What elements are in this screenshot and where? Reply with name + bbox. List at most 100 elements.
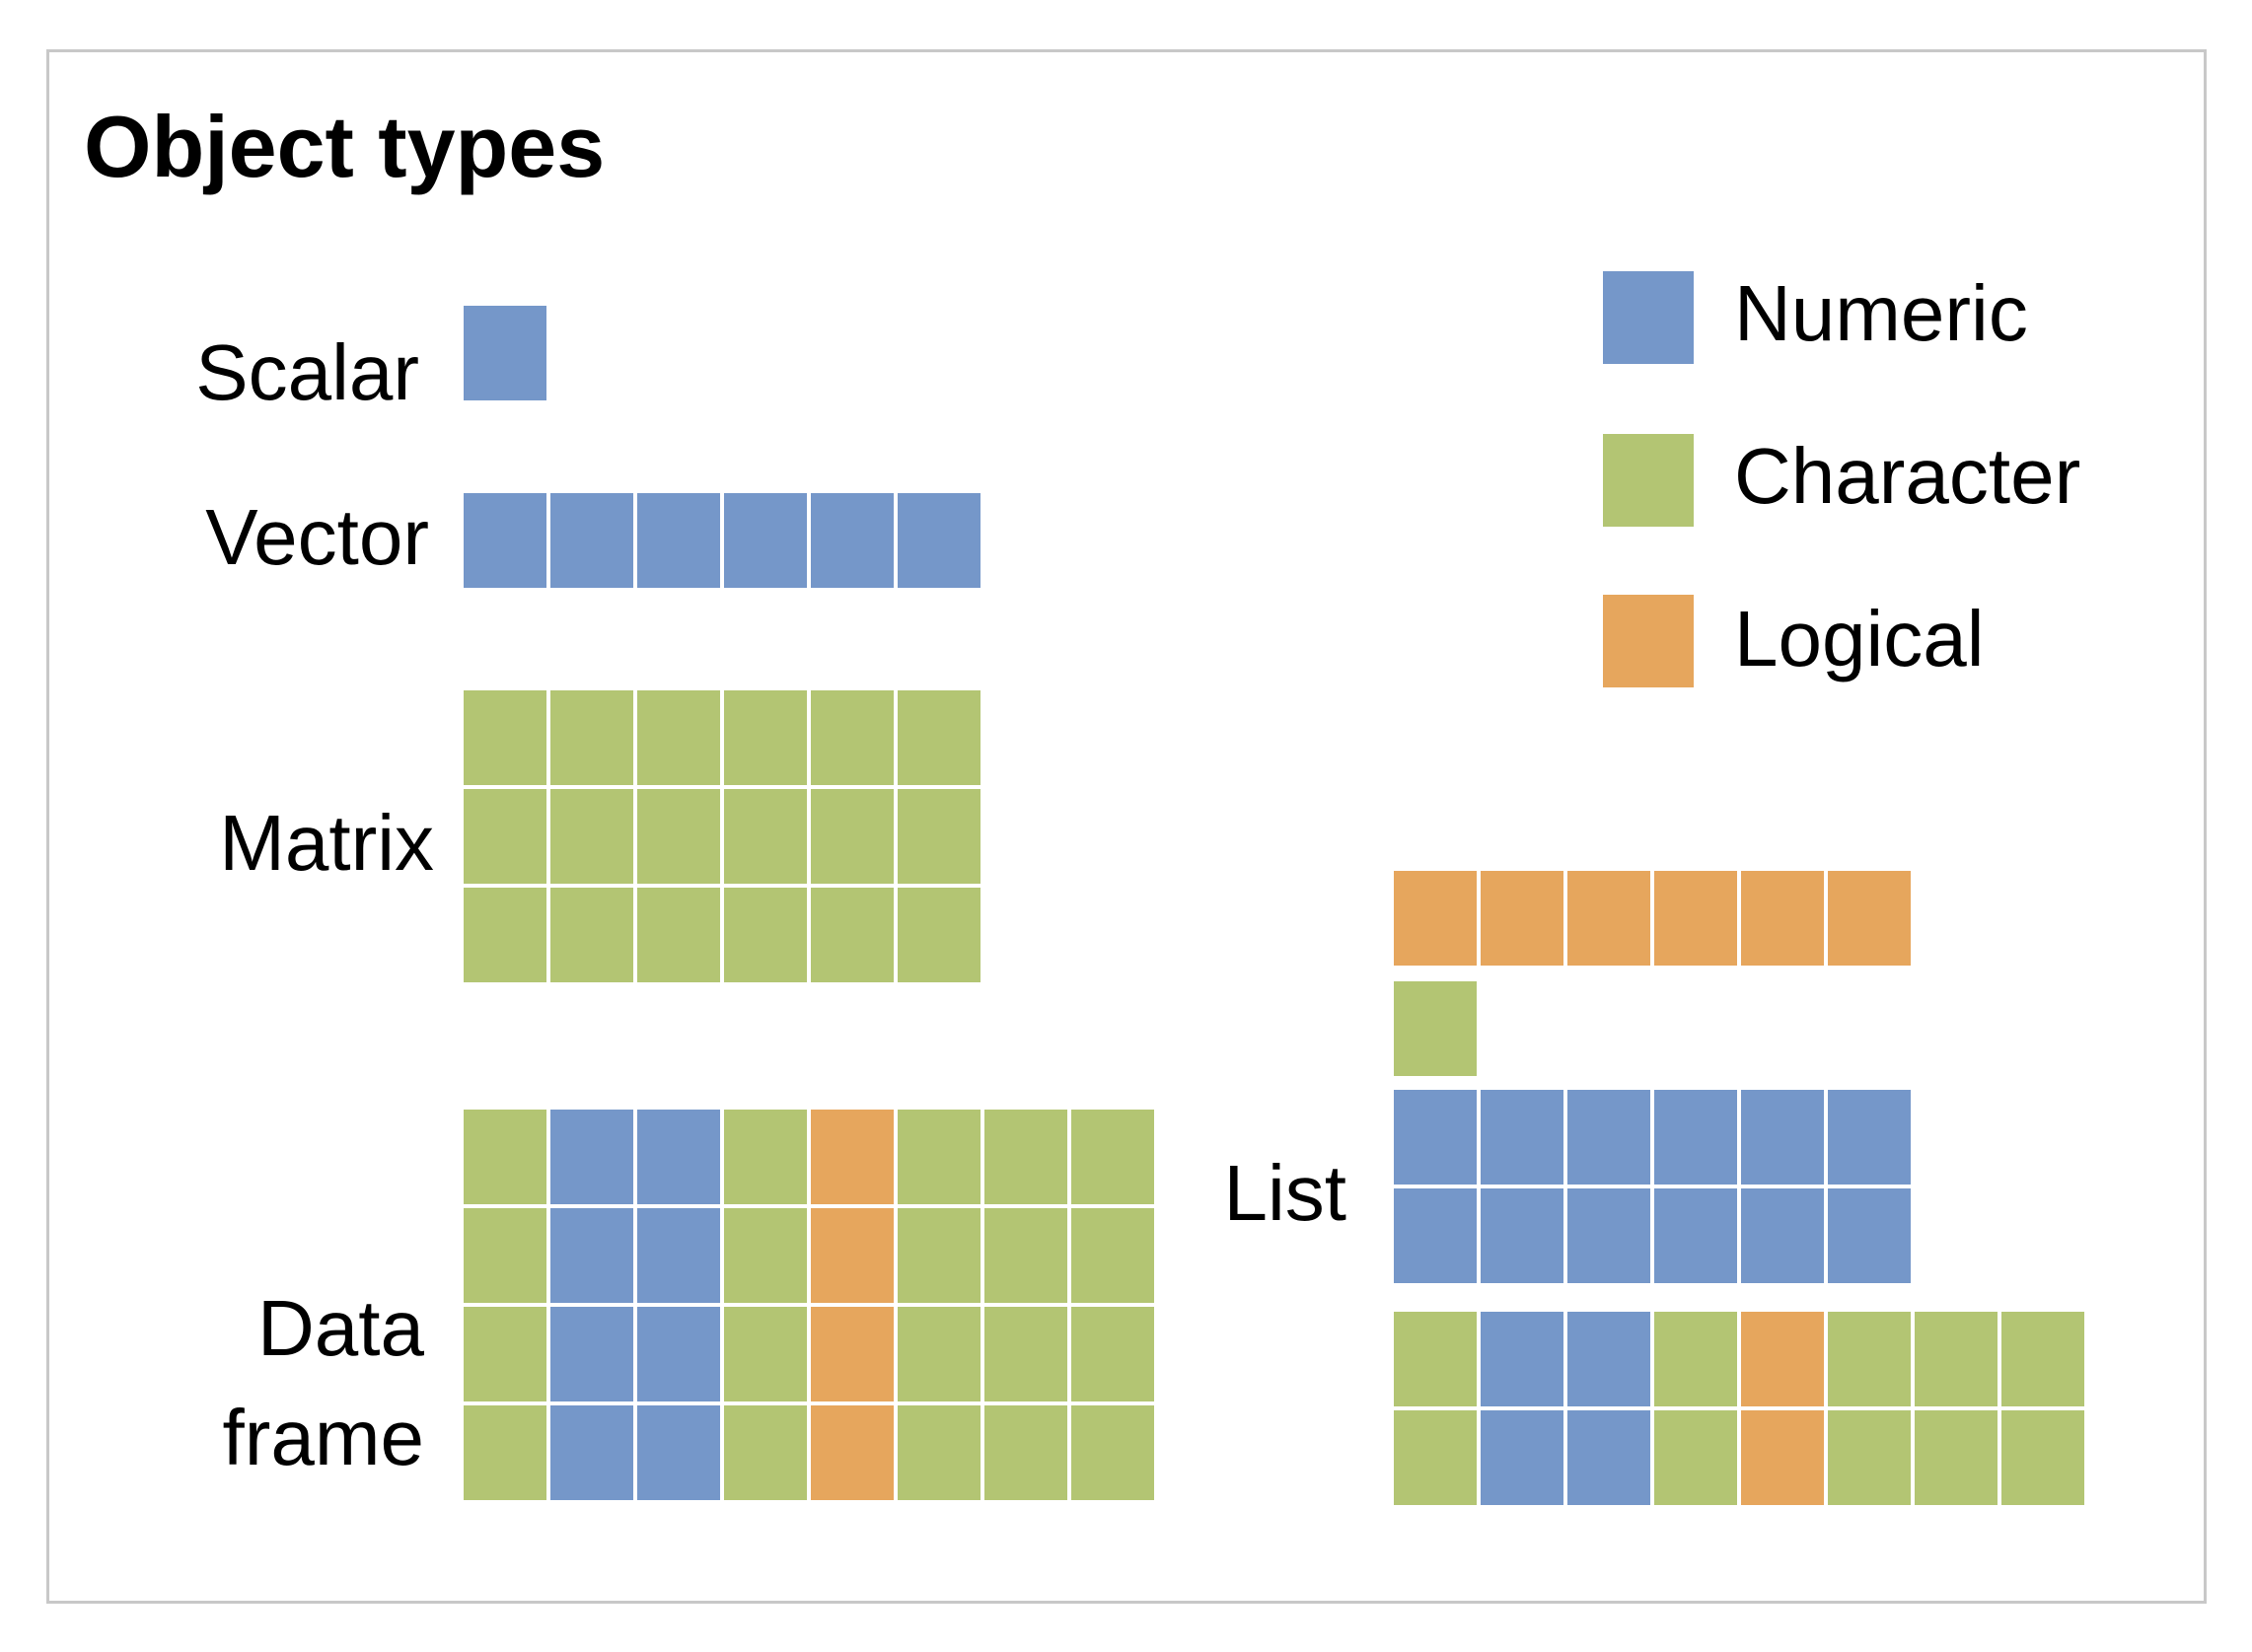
dataframe-cell-numeric xyxy=(637,1405,720,1500)
matrix-cell-character xyxy=(550,888,633,982)
list-matrix-cell-numeric xyxy=(1481,1090,1563,1185)
list-vector-cell-logical xyxy=(1654,871,1737,966)
dataframe-cell-numeric xyxy=(550,1110,633,1204)
legend-swatch-numeric xyxy=(1603,271,1694,364)
list-dataframe-cell-numeric xyxy=(1481,1312,1563,1406)
label-scalar: Scalar xyxy=(195,328,419,416)
matrix-cell-character xyxy=(637,690,720,785)
list-dataframe-cell-numeric xyxy=(1567,1410,1650,1505)
dataframe-cell-character xyxy=(464,1208,546,1303)
dataframe-cell-character xyxy=(1071,1405,1154,1500)
vector-cell-numeric xyxy=(898,493,981,588)
vector-cell-numeric xyxy=(637,493,720,588)
list-matrix-cell-numeric xyxy=(1828,1090,1911,1185)
list-vector-cell-logical xyxy=(1394,871,1477,966)
matrix-cell-character xyxy=(550,690,633,785)
legend-swatch-logical xyxy=(1603,595,1694,687)
dataframe-cell-logical xyxy=(811,1405,894,1500)
vector-cell-numeric xyxy=(550,493,633,588)
vector-cell-numeric xyxy=(724,493,807,588)
dataframe-cell-character xyxy=(464,1405,546,1500)
legend-label-character: Character xyxy=(1734,432,2081,520)
matrix-cell-character xyxy=(724,888,807,982)
list-matrix-cell-numeric xyxy=(1828,1188,1911,1283)
dataframe-cell-character xyxy=(898,1307,981,1401)
dataframe-cell-numeric xyxy=(637,1307,720,1401)
dataframe-cell-character xyxy=(984,1405,1067,1500)
list-matrix-cell-numeric xyxy=(1481,1188,1563,1283)
matrix-cell-character xyxy=(637,888,720,982)
matrix-cell-character xyxy=(898,789,981,884)
label-dataframe-line2: frame xyxy=(222,1394,425,1481)
list-vector-cell-logical xyxy=(1828,871,1911,966)
dataframe-cell-character xyxy=(724,1307,807,1401)
label-list: List xyxy=(1223,1149,1347,1237)
diagram-title: Object types xyxy=(84,98,606,195)
matrix-cell-character xyxy=(811,888,894,982)
dataframe-cell-character xyxy=(724,1405,807,1500)
legend-label-logical: Logical xyxy=(1734,595,1985,682)
list-dataframe-cell-character xyxy=(1394,1410,1477,1505)
diagram-frame xyxy=(46,49,2207,1604)
matrix-cell-character xyxy=(550,789,633,884)
dataframe-cell-numeric xyxy=(550,1307,633,1401)
legend-label-numeric: Numeric xyxy=(1734,269,2028,357)
dataframe-cell-character xyxy=(984,1307,1067,1401)
label-dataframe-line1: Data xyxy=(257,1284,424,1372)
label-vector: Vector xyxy=(205,493,429,581)
list-matrix-cell-numeric xyxy=(1394,1090,1477,1185)
dataframe-cell-numeric xyxy=(550,1405,633,1500)
vector-cell-numeric xyxy=(811,493,894,588)
dataframe-cell-character xyxy=(1071,1110,1154,1204)
list-dataframe-cell-character xyxy=(1915,1312,1998,1406)
dataframe-cell-logical xyxy=(811,1307,894,1401)
matrix-cell-character xyxy=(464,789,546,884)
list-dataframe-cell-character xyxy=(2001,1410,2084,1505)
matrix-cell-character xyxy=(464,888,546,982)
list-dataframe-cell-character xyxy=(1394,1312,1477,1406)
dataframe-cell-numeric xyxy=(550,1208,633,1303)
list-scalar-cell-character xyxy=(1394,981,1477,1076)
list-dataframe-cell-logical xyxy=(1741,1312,1824,1406)
dataframe-cell-character xyxy=(984,1208,1067,1303)
dataframe-cell-character xyxy=(1071,1208,1154,1303)
matrix-cell-character xyxy=(811,789,894,884)
matrix-cell-character xyxy=(464,690,546,785)
list-matrix-cell-numeric xyxy=(1654,1188,1737,1283)
list-dataframe-cell-numeric xyxy=(1567,1312,1650,1406)
list-dataframe-cell-character xyxy=(1654,1312,1737,1406)
label-matrix: Matrix xyxy=(219,799,434,887)
matrix-cell-character xyxy=(724,789,807,884)
matrix-cell-character xyxy=(898,888,981,982)
list-matrix-cell-numeric xyxy=(1654,1090,1737,1185)
list-vector-cell-logical xyxy=(1741,871,1824,966)
dataframe-cell-character xyxy=(898,1110,981,1204)
list-dataframe-cell-logical xyxy=(1741,1410,1824,1505)
list-matrix-cell-numeric xyxy=(1567,1090,1650,1185)
list-vector-cell-logical xyxy=(1481,871,1563,966)
dataframe-cell-numeric xyxy=(637,1110,720,1204)
matrix-cell-character xyxy=(898,690,981,785)
matrix-cell-character xyxy=(811,690,894,785)
list-dataframe-cell-numeric xyxy=(1481,1410,1563,1505)
dataframe-cell-character xyxy=(464,1110,546,1204)
list-dataframe-cell-character xyxy=(2001,1312,2084,1406)
matrix-cell-character xyxy=(637,789,720,884)
dataframe-cell-numeric xyxy=(637,1208,720,1303)
list-matrix-cell-numeric xyxy=(1567,1188,1650,1283)
dataframe-cell-character xyxy=(724,1110,807,1204)
dataframe-cell-character xyxy=(898,1405,981,1500)
dataframe-cell-character xyxy=(898,1208,981,1303)
dataframe-cell-character xyxy=(984,1110,1067,1204)
dataframe-cell-character xyxy=(464,1307,546,1401)
list-dataframe-cell-character xyxy=(1654,1410,1737,1505)
dataframe-cell-character xyxy=(1071,1307,1154,1401)
dataframe-cell-logical xyxy=(811,1110,894,1204)
list-vector-cell-logical xyxy=(1567,871,1650,966)
scalar-cell-numeric xyxy=(464,306,546,400)
list-dataframe-cell-character xyxy=(1828,1410,1911,1505)
list-matrix-cell-numeric xyxy=(1741,1090,1824,1185)
list-dataframe-cell-character xyxy=(1828,1312,1911,1406)
matrix-cell-character xyxy=(724,690,807,785)
list-dataframe-cell-character xyxy=(1915,1410,1998,1505)
